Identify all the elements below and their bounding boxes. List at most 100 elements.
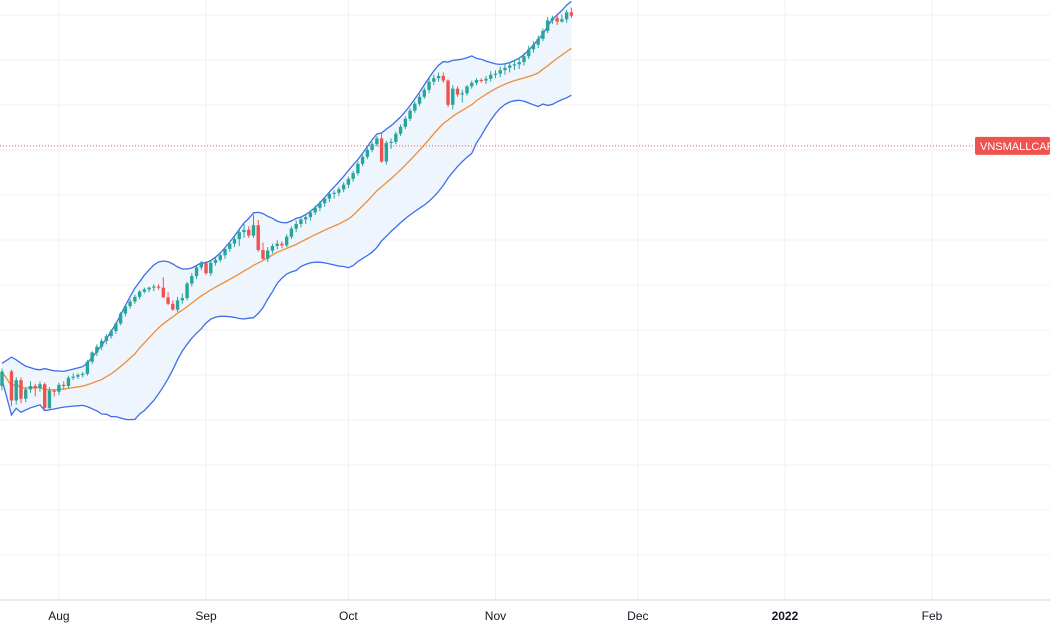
- candle: [61, 381, 66, 390]
- candle: [43, 382, 47, 411]
- candle-body: [569, 12, 574, 16]
- candle: [228, 241, 232, 252]
- bollinger-basis-line: [1, 47, 572, 391]
- candle: [508, 62, 512, 73]
- candle: [512, 59, 517, 71]
- candle: [569, 7, 574, 19]
- candle: [389, 138, 393, 149]
- candle: [194, 265, 199, 279]
- candle-body: [432, 78, 436, 82]
- candle: [0, 368, 4, 391]
- candle: [199, 261, 203, 271]
- candle: [313, 205, 317, 215]
- candle: [322, 197, 327, 207]
- candle-body: [0, 371, 4, 386]
- candle: [555, 13, 559, 26]
- candle-body: [356, 163, 360, 174]
- candle: [156, 284, 161, 290]
- candle: [28, 381, 33, 393]
- time-axis-tick-label: Dec: [627, 609, 648, 623]
- candle: [394, 131, 398, 145]
- candle-body: [379, 138, 384, 162]
- candle: [408, 108, 412, 122]
- candle: [503, 64, 507, 75]
- candle-body: [270, 246, 275, 251]
- candle: [465, 85, 469, 96]
- candle: [166, 292, 170, 305]
- candle: [451, 85, 455, 110]
- candle: [441, 72, 445, 83]
- candle-body: [313, 207, 317, 213]
- candle-body: [360, 156, 365, 164]
- candle: [137, 289, 142, 300]
- candle: [460, 89, 464, 103]
- candle: [493, 70, 498, 79]
- candle: [289, 226, 294, 240]
- candle-body: [256, 225, 260, 251]
- candle-body: [213, 259, 218, 263]
- candle-body: [266, 250, 270, 259]
- candle-body: [474, 79, 479, 83]
- candle: [142, 287, 147, 294]
- candle-body: [413, 103, 417, 111]
- candle: [337, 187, 341, 197]
- candle-body: [171, 303, 175, 310]
- candle-body: [280, 243, 284, 246]
- candle: [541, 28, 545, 42]
- candle-body: [294, 224, 298, 229]
- time-axis[interactable]: AugSepOctNovDec2022FebM: [48, 609, 1050, 623]
- candle-body: [299, 219, 303, 225]
- candle: [24, 387, 28, 403]
- candle-body: [384, 143, 389, 162]
- candle: [104, 333, 109, 345]
- candle: [152, 284, 156, 292]
- candle-body: [436, 75, 441, 79]
- candle-body: [28, 385, 33, 390]
- candle: [526, 45, 531, 60]
- candle-body: [118, 313, 123, 324]
- candle-body: [204, 263, 208, 274]
- candle: [498, 66, 502, 78]
- candle: [232, 236, 237, 248]
- candle-body: [223, 248, 227, 256]
- candle: [275, 240, 279, 250]
- candle-body: [285, 236, 289, 246]
- candle-body: [446, 80, 450, 105]
- candle: [38, 381, 42, 392]
- candle-body: [493, 73, 498, 75]
- candle: [294, 220, 298, 233]
- candle-body: [209, 262, 213, 274]
- candle-body: [479, 79, 483, 81]
- candle: [545, 16, 550, 34]
- candle-body: [503, 67, 507, 71]
- candle-body: [43, 384, 47, 408]
- candle: [204, 261, 208, 275]
- candle-body: [38, 384, 42, 389]
- candle-body: [550, 18, 555, 21]
- candle: [14, 377, 18, 405]
- candle-body: [489, 74, 493, 79]
- time-axis-tick-label: Feb: [922, 609, 943, 623]
- candle-body: [517, 62, 521, 65]
- candle: [180, 293, 185, 304]
- candle-body: [166, 297, 170, 304]
- candle-body: [152, 286, 156, 288]
- candle-body: [375, 138, 379, 145]
- candle-body: [526, 49, 531, 57]
- candle-body: [337, 189, 341, 193]
- candle: [19, 377, 23, 404]
- candle-body: [175, 300, 180, 310]
- time-axis-tick-label: Sep: [195, 609, 217, 623]
- candle-body: [332, 192, 336, 194]
- candle-body: [417, 96, 422, 104]
- candle: [71, 373, 75, 381]
- candle-body: [408, 110, 412, 119]
- candle-body: [128, 301, 132, 307]
- candle: [80, 372, 85, 378]
- candle: [118, 311, 123, 326]
- candle-body: [199, 263, 203, 268]
- candle: [213, 257, 218, 266]
- candle-body: [232, 239, 237, 244]
